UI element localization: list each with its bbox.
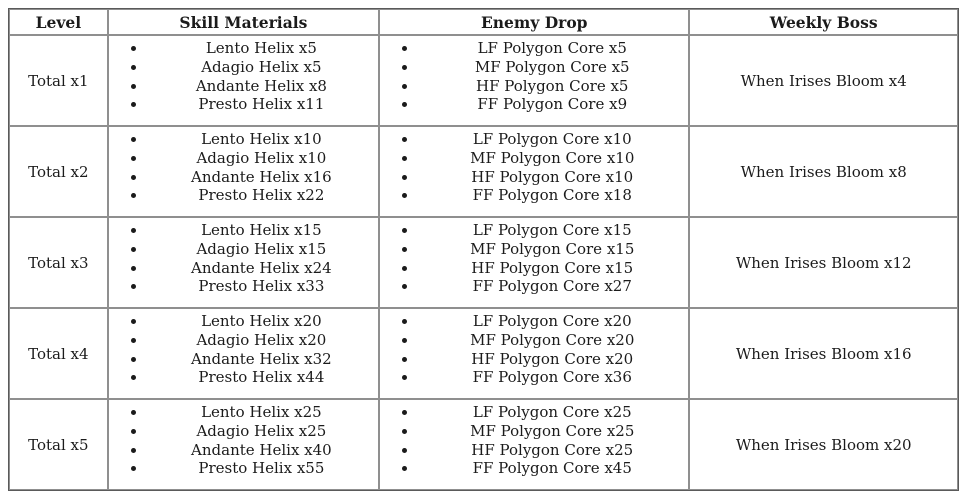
drop-item: HF Polygon Core x10 (418, 168, 686, 187)
material-item: Adagio Helix x10 (147, 149, 376, 168)
material-item: Presto Helix x44 (147, 368, 376, 387)
weekly-boss-cell: When Irises Bloom x12 (689, 217, 958, 308)
table-row: Total x1 Lento Helix x5 Adagio Helix x5 … (9, 35, 958, 126)
enemy-drop-cell: LF Polygon Core x10 MF Polygon Core x10 … (379, 126, 690, 217)
level-cell: Total x5 (9, 399, 108, 490)
skill-materials-list: Lento Helix x25 Adagio Helix x25 Andante… (111, 403, 376, 477)
header-row: Level Skill Materials Enemy Drop Weekly … (9, 9, 958, 35)
material-item: Presto Helix x33 (147, 277, 376, 296)
drop-item: MF Polygon Core x25 (418, 422, 686, 441)
material-item: Adagio Helix x5 (147, 58, 376, 77)
table-row: Total x2 Lento Helix x10 Adagio Helix x1… (9, 126, 958, 217)
weekly-boss-cell: When Irises Bloom x4 (689, 35, 958, 126)
upgrade-materials-table: Level Skill Materials Enemy Drop Weekly … (8, 8, 959, 491)
enemy-drop-list: LF Polygon Core x20 MF Polygon Core x20 … (382, 312, 686, 386)
drop-item: LF Polygon Core x15 (418, 221, 686, 240)
table-row: Total x5 Lento Helix x25 Adagio Helix x2… (9, 399, 958, 490)
enemy-drop-cell: LF Polygon Core x25 MF Polygon Core x25 … (379, 399, 690, 490)
material-item: Andante Helix x40 (147, 441, 376, 460)
skill-materials-cell: Lento Helix x15 Adagio Helix x15 Andante… (107, 217, 380, 308)
drop-item: LF Polygon Core x25 (418, 403, 686, 422)
material-item: Andante Helix x8 (147, 77, 376, 96)
material-item: Lento Helix x20 (147, 312, 376, 331)
table-row: Total x4 Lento Helix x20 Adagio Helix x2… (9, 308, 958, 399)
enemy-drop-list: LF Polygon Core x25 MF Polygon Core x25 … (382, 403, 686, 477)
drop-item: MF Polygon Core x15 (418, 240, 686, 259)
material-item: Lento Helix x25 (147, 403, 376, 422)
skill-materials-cell: Lento Helix x10 Adagio Helix x10 Andante… (107, 126, 380, 217)
header-level: Level (9, 9, 108, 35)
level-cell: Total x2 (9, 126, 108, 217)
material-item: Adagio Helix x25 (147, 422, 376, 441)
enemy-drop-cell: LF Polygon Core x20 MF Polygon Core x20 … (379, 308, 690, 399)
material-item: Andante Helix x32 (147, 350, 376, 369)
table-row: Total x3 Lento Helix x15 Adagio Helix x1… (9, 217, 958, 308)
header-skill-materials: Skill Materials (107, 9, 380, 35)
drop-item: LF Polygon Core x5 (418, 39, 686, 58)
drop-item: HF Polygon Core x20 (418, 350, 686, 369)
drop-item: FF Polygon Core x9 (418, 95, 686, 114)
skill-materials-list: Lento Helix x10 Adagio Helix x10 Andante… (111, 130, 376, 204)
drop-item: HF Polygon Core x25 (418, 441, 686, 460)
enemy-drop-cell: LF Polygon Core x5 MF Polygon Core x5 HF… (379, 35, 690, 126)
level-cell: Total x3 (9, 217, 108, 308)
enemy-drop-list: LF Polygon Core x10 MF Polygon Core x10 … (382, 130, 686, 204)
skill-materials-list: Lento Helix x5 Adagio Helix x5 Andante H… (111, 39, 376, 113)
drop-item: FF Polygon Core x27 (418, 277, 686, 296)
material-item: Adagio Helix x15 (147, 240, 376, 259)
skill-materials-cell: Lento Helix x20 Adagio Helix x20 Andante… (107, 308, 380, 399)
material-item: Presto Helix x11 (147, 95, 376, 114)
drop-item: FF Polygon Core x18 (418, 186, 686, 205)
drop-item: HF Polygon Core x5 (418, 77, 686, 96)
weekly-boss-cell: When Irises Bloom x16 (689, 308, 958, 399)
drop-item: HF Polygon Core x15 (418, 259, 686, 278)
material-item: Presto Helix x55 (147, 459, 376, 478)
header-weekly-boss: Weekly Boss (689, 9, 958, 35)
enemy-drop-cell: LF Polygon Core x15 MF Polygon Core x15 … (379, 217, 690, 308)
material-item: Andante Helix x24 (147, 259, 376, 278)
material-item: Andante Helix x16 (147, 168, 376, 187)
skill-materials-cell: Lento Helix x25 Adagio Helix x25 Andante… (107, 399, 380, 490)
material-item: Lento Helix x15 (147, 221, 376, 240)
weekly-boss-cell: When Irises Bloom x8 (689, 126, 958, 217)
drop-item: LF Polygon Core x20 (418, 312, 686, 331)
material-item: Lento Helix x10 (147, 130, 376, 149)
drop-item: FF Polygon Core x45 (418, 459, 686, 478)
level-cell: Total x1 (9, 35, 108, 126)
skill-materials-list: Lento Helix x20 Adagio Helix x20 Andante… (111, 312, 376, 386)
header-enemy-drop: Enemy Drop (379, 9, 690, 35)
drop-item: LF Polygon Core x10 (418, 130, 686, 149)
weekly-boss-cell: When Irises Bloom x20 (689, 399, 958, 490)
skill-materials-cell: Lento Helix x5 Adagio Helix x5 Andante H… (107, 35, 380, 126)
material-item: Presto Helix x22 (147, 186, 376, 205)
drop-item: MF Polygon Core x5 (418, 58, 686, 77)
enemy-drop-list: LF Polygon Core x5 MF Polygon Core x5 HF… (382, 39, 686, 113)
drop-item: FF Polygon Core x36 (418, 368, 686, 387)
material-item: Adagio Helix x20 (147, 331, 376, 350)
enemy-drop-list: LF Polygon Core x15 MF Polygon Core x15 … (382, 221, 686, 295)
drop-item: MF Polygon Core x10 (418, 149, 686, 168)
material-item: Lento Helix x5 (147, 39, 376, 58)
drop-item: MF Polygon Core x20 (418, 331, 686, 350)
skill-materials-list: Lento Helix x15 Adagio Helix x15 Andante… (111, 221, 376, 295)
level-cell: Total x4 (9, 308, 108, 399)
